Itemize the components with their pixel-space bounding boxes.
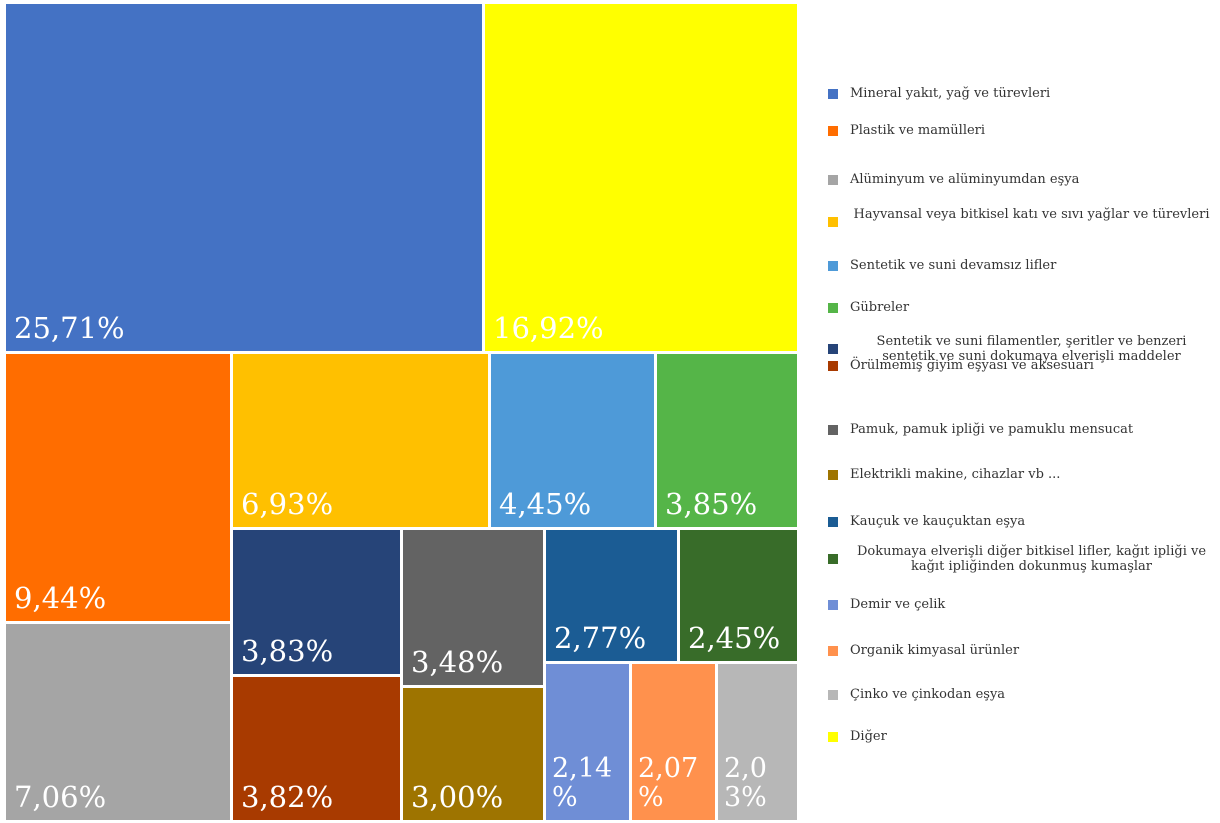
- tile-value-label: 16,92%: [493, 310, 604, 345]
- treemap-tile: 2,07 %: [632, 664, 718, 823]
- legend-label: Organik kimyasal ürünler: [850, 643, 1020, 658]
- tile-value-label: 9,44%: [14, 580, 107, 615]
- legend-swatch: [828, 425, 838, 435]
- legend-label: Kauçuk ve kauçuktan eşya: [850, 514, 1026, 529]
- tile-value-label: 25,71%: [14, 310, 125, 345]
- legend-swatch: [828, 470, 838, 480]
- treemap: 25,71% 9,44% 7,06% 6,93% 4,45% 3,85% 3,83% 3,82…: [6, 4, 800, 823]
- legend-label: Hayvansal veya bitkisel katı ve sıvı yağ…: [853, 207, 1210, 222]
- tile-value-label: 2,14 %: [552, 753, 613, 813]
- tile-value-label: 2,45%: [688, 620, 781, 655]
- legend-swatch: [828, 89, 838, 99]
- legend-item: Pamuk, pamuk ipliği ve pamuklu mensucat: [828, 422, 1213, 438]
- legend-item: Dokumaya elverişli diğer bitkisel lifler…: [828, 544, 1213, 576]
- tile-value-label: 3,00%: [411, 779, 504, 814]
- legend-swatch: [828, 303, 838, 313]
- legend-item: Kauçuk ve kauçuktan eşya: [828, 514, 1213, 530]
- treemap-tile: 3,00%: [403, 688, 546, 823]
- legend-swatch: [828, 261, 838, 271]
- treemap-tile: 3,83%: [233, 530, 403, 677]
- treemap-tile: 3,82%: [233, 677, 403, 823]
- treemap-tile: 9,44%: [6, 354, 233, 624]
- legend-swatch: [828, 600, 838, 610]
- legend-swatch: [828, 517, 838, 527]
- treemap-tile: 16,92%: [485, 4, 800, 354]
- legend-swatch: [828, 732, 838, 742]
- treemap-tile: 2,77%: [546, 530, 680, 664]
- tile-value-label: 3,48%: [411, 644, 504, 679]
- legend-label: Demir ve çelik: [850, 597, 946, 612]
- treemap-tile: 4,45%: [491, 354, 657, 530]
- legend-label: Örülmemiş giyim eşyası ve aksesuarı: [850, 358, 1094, 373]
- tile-value-label: 2,77%: [554, 620, 647, 655]
- legend-item: Plastik ve mamülleri: [828, 123, 1213, 139]
- legend-label: Sentetik ve suni devamsız lifler: [850, 258, 1057, 273]
- legend-item: Örülmemiş giyim eşyası ve aksesuarı: [828, 358, 1213, 374]
- treemap-tile: 25,71%: [6, 4, 485, 354]
- legend-swatch: [828, 126, 838, 136]
- treemap-tile: 7,06%: [6, 624, 233, 823]
- legend-item: Sentetik ve suni devamsız lifler: [828, 258, 1213, 274]
- treemap-tile: 3,85%: [657, 354, 800, 530]
- tile-value-label: 3,85%: [665, 486, 758, 521]
- legend-swatch: [828, 361, 838, 371]
- legend-item: Organik kimyasal ürünler: [828, 643, 1213, 659]
- legend-item: Sentetik ve suni filamentler, şeritler v…: [828, 334, 1213, 366]
- legend-item: Alüminyum ve alüminyumdan eşya: [828, 172, 1213, 188]
- legend-swatch: [828, 554, 838, 564]
- legend-label: Çinko ve çinkodan eşya: [850, 687, 1006, 702]
- legend-swatch: [828, 646, 838, 656]
- legend-label: Diğer: [850, 729, 887, 744]
- legend-label: Pamuk, pamuk ipliği ve pamuklu mensucat: [850, 422, 1134, 437]
- treemap-tile: 3,48%: [403, 530, 546, 688]
- legend-swatch: [828, 690, 838, 700]
- legend-item: Demir ve çelik: [828, 597, 1213, 613]
- tile-value-label: 3,82%: [241, 779, 334, 814]
- tile-value-label: 7,06%: [14, 779, 107, 814]
- treemap-tile: 2,0 3%: [718, 664, 800, 823]
- legend-label: Plastik ve mamülleri: [850, 123, 986, 138]
- legend-item: Diğer: [828, 729, 1213, 745]
- tile-value-label: 3,83%: [241, 633, 334, 668]
- treemap-tile: 6,93%: [233, 354, 491, 530]
- legend-item: Çinko ve çinkodan eşya: [828, 687, 1213, 703]
- legend-label: Gübreler: [850, 300, 910, 315]
- tile-value-label: 2,0 3%: [724, 753, 767, 813]
- legend-swatch: [828, 344, 838, 354]
- legend-label: Mineral yakıt, yağ ve türevleri: [850, 86, 1051, 101]
- treemap-tile: 2,14 %: [546, 664, 632, 823]
- legend-swatch: [828, 175, 838, 185]
- treemap-tile: 2,45%: [680, 530, 800, 664]
- legend-item: Hayvansal veya bitkisel katı ve sıvı yağ…: [828, 207, 1213, 239]
- legend-swatch: [828, 217, 838, 227]
- tile-value-label: 6,93%: [241, 486, 334, 521]
- legend-label: Alüminyum ve alüminyumdan eşya: [850, 172, 1080, 187]
- tile-value-label: 4,45%: [499, 486, 592, 521]
- legend-label: Dokumaya elverişli diğer bitkisel lifler…: [856, 544, 1207, 574]
- legend-item: Mineral yakıt, yağ ve türevleri: [828, 86, 1213, 102]
- legend-label: Elektrikli makine, cihazlar vb ...: [850, 467, 1061, 482]
- tile-value-label: 2,07 %: [638, 753, 699, 813]
- legend-item: Elektrikli makine, cihazlar vb ...: [828, 467, 1213, 483]
- legend-item: Gübreler: [828, 300, 1213, 316]
- legend-label: Sentetik ve suni filamentler, şeritler v…: [876, 334, 1187, 364]
